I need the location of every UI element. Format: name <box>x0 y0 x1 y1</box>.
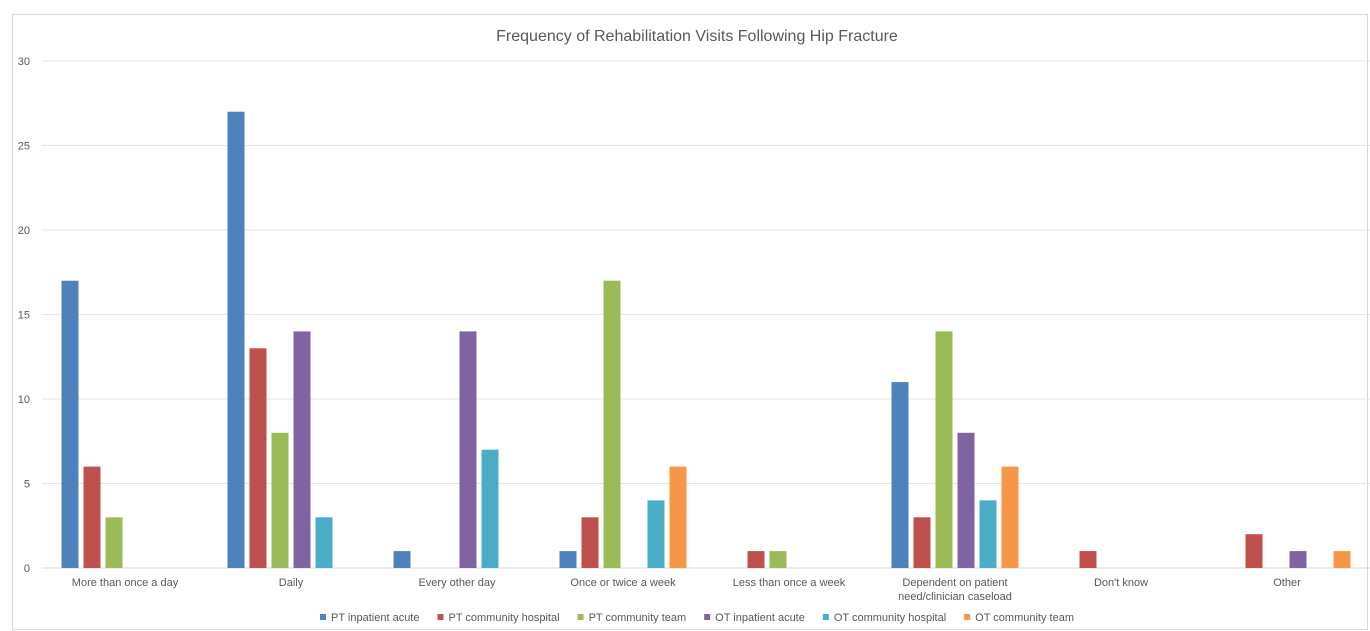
legend-label: PT community team <box>589 612 687 624</box>
x-tick-label: Other <box>1273 577 1301 589</box>
y-tick-label: 5 <box>24 479 30 491</box>
x-axis: More than once a day Daily Every other day… <box>72 577 1301 603</box>
bar <box>315 517 333 568</box>
bar <box>603 280 621 568</box>
bar <box>957 432 975 568</box>
bar <box>581 517 599 568</box>
y-tick-label: 15 <box>18 310 30 322</box>
legend-label: OT community hospital <box>834 612 946 624</box>
bar <box>293 331 311 568</box>
bar <box>105 517 123 568</box>
x-tick-label: Dependent on patient <box>902 577 1007 589</box>
y-tick-label: 30 <box>18 56 30 68</box>
bar <box>1001 466 1019 568</box>
bar <box>1245 534 1263 568</box>
bar <box>747 551 765 568</box>
legend-label: PT inpatient acute <box>331 612 419 624</box>
bar <box>891 382 909 568</box>
bar <box>913 517 931 568</box>
bars <box>61 111 1351 568</box>
x-tick-label: need/clinician caseload <box>898 591 1012 603</box>
y-tick-label: 25 <box>18 141 30 153</box>
bar <box>1289 551 1307 568</box>
legend-swatch <box>320 614 327 620</box>
bar <box>669 466 687 568</box>
bar <box>769 551 787 568</box>
bar <box>935 331 953 568</box>
bar <box>1079 551 1097 568</box>
y-axis: 0 5 10 15 20 25 30 <box>18 56 30 575</box>
bar <box>61 280 79 568</box>
bar <box>83 466 101 568</box>
legend-label: OT inpatient acute <box>715 612 805 624</box>
x-tick-label: Once or twice a week <box>570 577 676 589</box>
legend-label: PT community hospital <box>448 612 559 624</box>
y-tick-label: 20 <box>18 225 30 237</box>
bar <box>559 551 577 568</box>
legend-swatch <box>964 614 971 620</box>
chart-title: Frequency of Rehabilitation Visits Follo… <box>496 28 898 45</box>
legend-swatch <box>704 614 711 620</box>
x-tick-label: Don't know <box>1094 577 1148 589</box>
bar <box>481 449 499 568</box>
bar <box>249 348 267 568</box>
legend-swatch <box>577 614 584 620</box>
legend-swatch <box>822 614 829 620</box>
bar <box>647 500 665 568</box>
x-tick-label: Less than once a week <box>733 577 846 589</box>
x-tick-label: Daily <box>279 577 304 589</box>
bar <box>1333 551 1351 568</box>
legend-label: OT community team <box>975 612 1074 624</box>
x-tick-label: More than once a day <box>72 577 179 589</box>
bar <box>393 551 411 568</box>
legend: PT inpatient acute PT community hospital P… <box>320 612 1074 624</box>
x-tick-label: Every other day <box>418 577 496 589</box>
y-tick-label: 0 <box>24 563 30 575</box>
y-tick-label: 10 <box>18 394 30 406</box>
bar <box>227 111 245 568</box>
legend-swatch <box>437 614 444 620</box>
bar <box>459 331 477 568</box>
bar <box>271 432 289 568</box>
bar <box>979 500 997 568</box>
